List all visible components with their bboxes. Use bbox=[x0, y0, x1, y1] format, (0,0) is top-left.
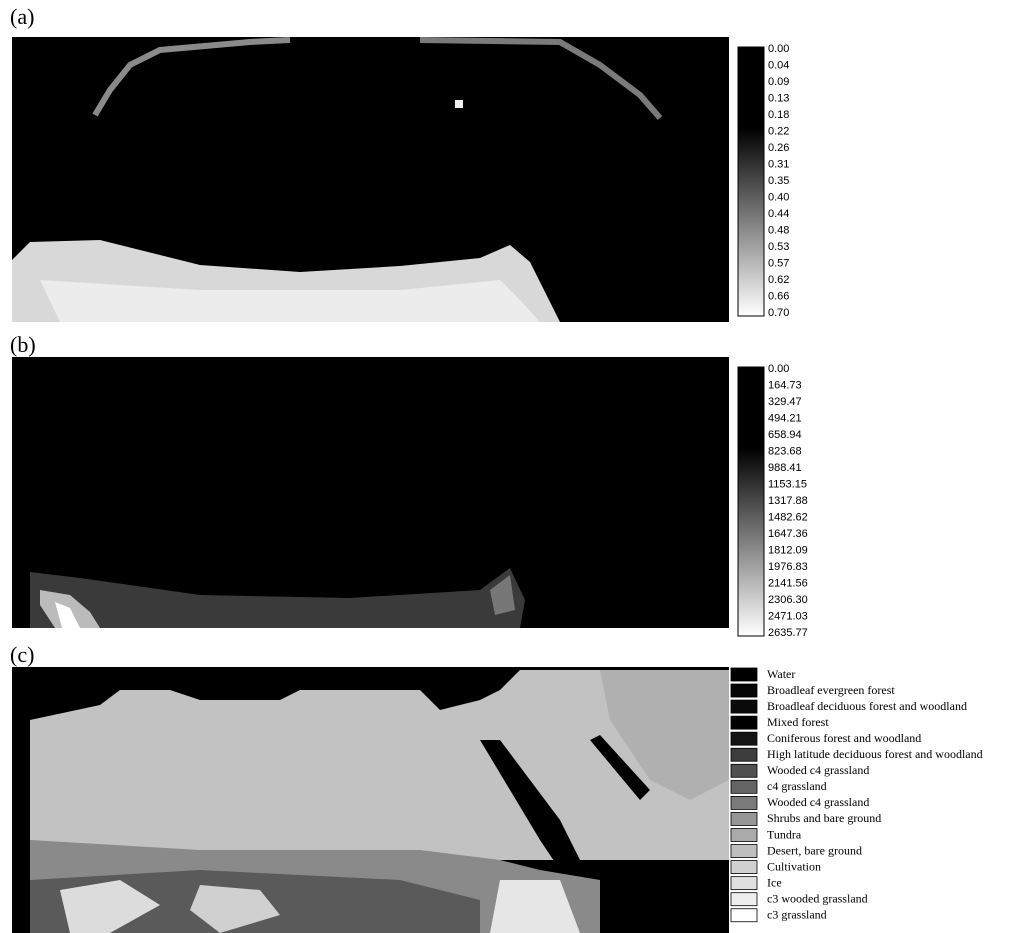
colorbar-label: 0.04 bbox=[768, 59, 789, 71]
colorbar-label: 988.41 bbox=[768, 462, 802, 474]
legend-label: High latitude deciduous forest and woodl… bbox=[767, 747, 983, 761]
legend-label: c3 wooded grassland bbox=[767, 891, 868, 905]
legend-swatch bbox=[731, 700, 757, 713]
colorbar-label: 0.26 bbox=[768, 142, 789, 154]
colorbar-label: 1976.83 bbox=[768, 561, 808, 573]
legend-label: c4 grassland bbox=[767, 779, 827, 793]
colorbar-label: 0.13 bbox=[768, 92, 789, 104]
colorbar-label: 2635.77 bbox=[768, 627, 808, 639]
colorbar-label: 2141.56 bbox=[768, 577, 808, 589]
legend-swatch bbox=[731, 684, 757, 697]
colorbar-label: 1812.09 bbox=[768, 544, 808, 556]
legend-label: Cultivation bbox=[767, 859, 821, 873]
colorbar-label: 0.48 bbox=[768, 224, 789, 236]
legend-swatch bbox=[731, 812, 757, 825]
legend-swatch bbox=[731, 861, 757, 874]
colorbar-a bbox=[738, 47, 764, 316]
colorbar-label: 0.53 bbox=[768, 241, 789, 253]
legend-label: Mixed forest bbox=[767, 715, 829, 729]
legend-swatch bbox=[731, 780, 757, 793]
colorbar-label: 0.18 bbox=[768, 109, 789, 121]
colorbar-label: 329.47 bbox=[768, 396, 802, 408]
legend-swatch bbox=[731, 716, 757, 729]
colorbar-label: 1317.88 bbox=[768, 495, 808, 507]
colorbar-label: 164.73 bbox=[768, 379, 802, 391]
legend-swatch bbox=[731, 748, 757, 761]
colorbar-label: 0.22 bbox=[768, 125, 789, 137]
colorbar-label: 0.09 bbox=[768, 76, 789, 88]
colorbar-label: 658.94 bbox=[768, 429, 802, 441]
colorbar-label: 0.00 bbox=[768, 43, 789, 55]
legend-label: Water bbox=[767, 667, 795, 681]
legend-label: Desert, bare ground bbox=[767, 843, 862, 857]
panel-label: (c) bbox=[10, 642, 34, 667]
legend-swatch bbox=[731, 909, 757, 922]
legend-swatch bbox=[731, 829, 757, 842]
map-c bbox=[12, 667, 729, 933]
legend-swatch bbox=[731, 877, 757, 890]
legend-label: c3 grassland bbox=[767, 908, 827, 922]
colorbar-label: 0.00 bbox=[768, 363, 789, 375]
legend-label: Shrubs and bare ground bbox=[767, 811, 881, 825]
legend-swatch bbox=[731, 668, 757, 681]
colorbar-label: 1647.36 bbox=[768, 528, 808, 540]
legend-label: Coniferous forest and woodland bbox=[767, 731, 921, 745]
colorbar-label: 0.44 bbox=[768, 208, 789, 220]
figure: (a) 0.00 0.04 0.09 0.13 0.18 0.22 0.26 0.31 0.35 0… bbox=[0, 0, 1010, 933]
colorbar-label: 0.66 bbox=[768, 290, 789, 302]
colorbar-label: 494.21 bbox=[768, 412, 802, 424]
legend-label: Ice bbox=[767, 875, 782, 889]
legend-swatch bbox=[731, 732, 757, 745]
colorbar-label: 823.68 bbox=[768, 445, 802, 457]
legend-label: Tundra bbox=[767, 827, 802, 841]
colorbar-label: 2306.30 bbox=[768, 594, 808, 606]
colorbar-label: 0.70 bbox=[768, 307, 789, 319]
colorbar-b bbox=[738, 367, 764, 636]
map-a bbox=[12, 37, 729, 322]
legend-swatch bbox=[731, 845, 757, 858]
colorbar-label: 0.40 bbox=[768, 191, 789, 203]
legend-label: Wooded c4 grassland bbox=[767, 795, 869, 809]
map-b bbox=[12, 357, 729, 628]
panel-label: (a) bbox=[10, 4, 34, 29]
colorbar-label: 0.57 bbox=[768, 257, 789, 269]
legend-swatch bbox=[731, 796, 757, 809]
colorbar-label: 1482.62 bbox=[768, 511, 808, 523]
legend-swatch bbox=[731, 764, 757, 777]
colorbar-label: 2471.03 bbox=[768, 610, 808, 622]
colorbar-label: 1153.15 bbox=[768, 478, 807, 490]
legend-swatch bbox=[731, 893, 757, 906]
page: {"panels": [ {"label": "(a)", "colorbar"… bbox=[0, 0, 1010, 933]
panel-label: (b) bbox=[10, 332, 36, 357]
legend-label: Broadleaf evergreen forest bbox=[767, 683, 895, 697]
colorbar-label: 0.35 bbox=[768, 175, 789, 187]
legend-label: Broadleaf deciduous forest and woodland bbox=[767, 699, 967, 713]
legend-label: Wooded c4 grassland bbox=[767, 763, 869, 777]
colorbar-label: 0.62 bbox=[768, 274, 789, 286]
colorbar-label: 0.31 bbox=[768, 158, 789, 170]
